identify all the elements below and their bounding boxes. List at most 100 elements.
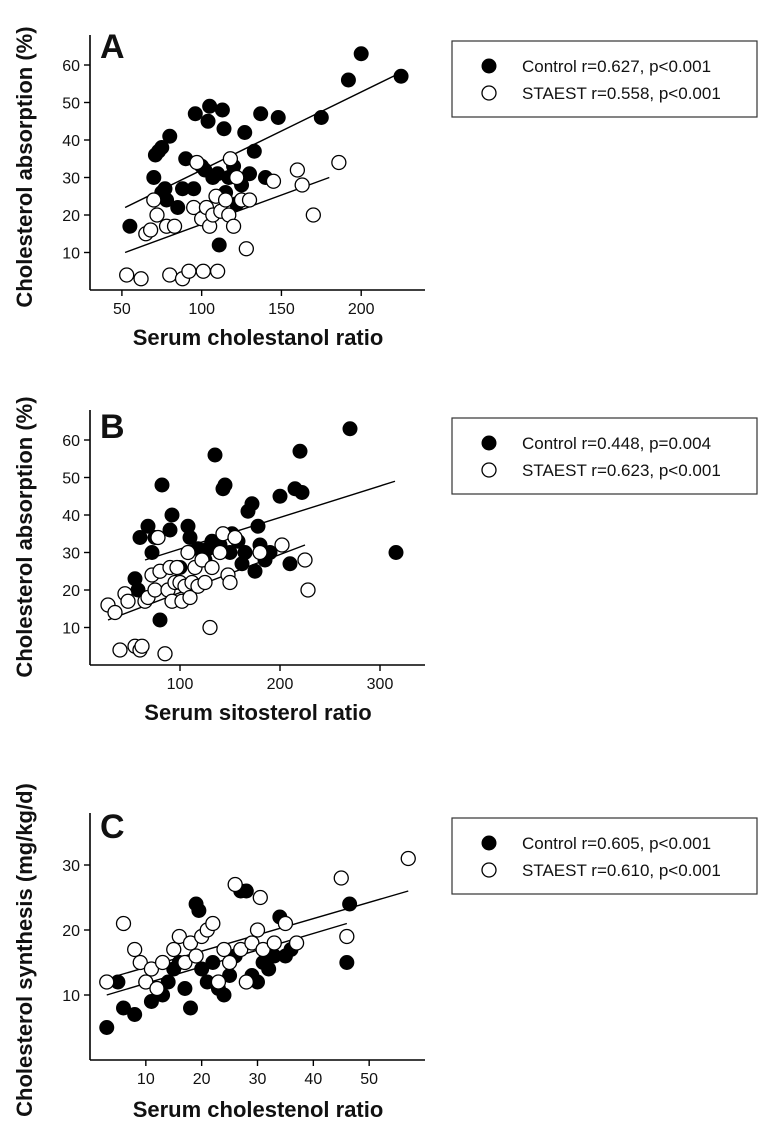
- staest-point: [331, 154, 347, 171]
- y-tick-label: 60: [62, 58, 80, 75]
- staest-point: [339, 928, 355, 945]
- staest-point: [195, 263, 211, 279]
- staest-point: [127, 941, 143, 958]
- control-point: [216, 987, 232, 1003]
- staest-point: [233, 941, 249, 958]
- panel-a: 10 20 30 40 50 60 50 100 150 200 A Serum cholestano…: [12, 26, 758, 350]
- x-tick-label: 150: [268, 301, 295, 318]
- x-tick-label: 300: [367, 676, 394, 693]
- control-point: [217, 477, 233, 493]
- panel-b: 10 20 30 40 50 60 100 200 300 B Serum sitosterol r…: [12, 396, 758, 725]
- y-tick-label: 40: [62, 133, 80, 150]
- legend-marker: [481, 835, 497, 851]
- legend-marker: [481, 58, 497, 74]
- legend-box: [451, 817, 758, 895]
- staest-point: [112, 642, 128, 658]
- control-point: [207, 447, 223, 463]
- y-tick-label: 10: [62, 988, 80, 1005]
- control-point: [272, 488, 288, 504]
- y-tick-label: 60: [62, 433, 80, 450]
- staest-point: [241, 192, 258, 208]
- staest-point: [138, 974, 154, 990]
- control-point: [146, 170, 162, 185]
- control-point: [186, 181, 202, 197]
- staest-point: [146, 192, 162, 208]
- legend-entry: STAEST r=0.558, p<0.001: [522, 84, 721, 103]
- control-point: [261, 961, 277, 977]
- control-point: [247, 563, 263, 579]
- staest-point: [119, 267, 135, 283]
- y-tick-label: 50: [62, 471, 80, 488]
- y-tick-label: 10: [62, 246, 80, 263]
- staest-point: [277, 915, 294, 932]
- staest-point: [209, 263, 226, 279]
- staest-point: [197, 574, 213, 591]
- staest-point: [133, 271, 149, 287]
- control-point: [170, 200, 186, 215]
- staest-point: [143, 961, 160, 977]
- staest-point: [169, 559, 185, 576]
- x-tick-label: 50: [360, 1071, 378, 1088]
- control-point: [194, 961, 210, 977]
- panel-c: 10 20 30 10 20 30 40 50 C Serum cholestenol ratio…: [12, 783, 758, 1122]
- legend-marker: [481, 462, 497, 478]
- control-point: [140, 518, 156, 534]
- control-point: [253, 106, 269, 122]
- x-axis-title: Serum cholestanol ratio: [133, 325, 384, 350]
- legend-box: [451, 40, 758, 118]
- legend-marker: [481, 85, 497, 101]
- control-point: [164, 507, 180, 523]
- control-point: [132, 530, 148, 545]
- y-tick-label: 30: [62, 546, 80, 563]
- y-axis-title: Cholesterol absorption (%): [12, 396, 37, 677]
- control-point: [270, 110, 286, 125]
- staest-point: [115, 915, 132, 932]
- staest-point: [294, 177, 310, 193]
- staest-point: [166, 941, 182, 958]
- staest-point: [142, 222, 159, 238]
- y-tick-label: 20: [62, 208, 80, 225]
- staest-point: [217, 192, 234, 208]
- control-point: [342, 896, 358, 912]
- y-tick-label: 40: [62, 508, 80, 525]
- staest-point: [305, 207, 321, 223]
- control-point: [200, 113, 216, 129]
- control-point: [282, 556, 298, 572]
- staest-point: [266, 935, 282, 951]
- control-point: [154, 477, 170, 493]
- staest-point: [149, 980, 165, 997]
- control-point: [127, 1007, 143, 1022]
- staest-point: [210, 974, 227, 990]
- staest-point: [150, 529, 166, 546]
- staest-point: [188, 948, 204, 964]
- staest-point: [238, 241, 254, 257]
- control-point: [214, 102, 230, 118]
- legend-entry: STAEST r=0.610, p<0.001: [522, 861, 721, 880]
- staest-point: [249, 922, 266, 938]
- staest-point: [225, 218, 242, 234]
- staest-point: [400, 850, 416, 867]
- staest-point: [212, 544, 228, 561]
- x-tick-label: 30: [249, 1071, 267, 1088]
- control-point: [187, 106, 203, 122]
- staest-point: [227, 876, 243, 893]
- legend-marker: [481, 862, 497, 878]
- staest-point: [99, 974, 115, 990]
- legend-box: [451, 417, 758, 495]
- staest-point: [229, 169, 245, 186]
- x-tick-label: 200: [267, 676, 294, 693]
- staest-point: [265, 173, 282, 189]
- control-point: [116, 1000, 131, 1016]
- staest-point: [149, 207, 165, 223]
- y-tick-label: 30: [62, 858, 80, 875]
- y-axis-title: Cholesterol synthesis (mg/kg/d): [12, 783, 37, 1117]
- control-point: [244, 496, 260, 512]
- staest-point: [205, 915, 221, 932]
- staest-point: [157, 646, 173, 662]
- control-point: [216, 121, 232, 137]
- control-point: [353, 46, 369, 62]
- control-point: [152, 612, 168, 628]
- staest-point: [134, 638, 150, 654]
- staest-point: [204, 559, 220, 576]
